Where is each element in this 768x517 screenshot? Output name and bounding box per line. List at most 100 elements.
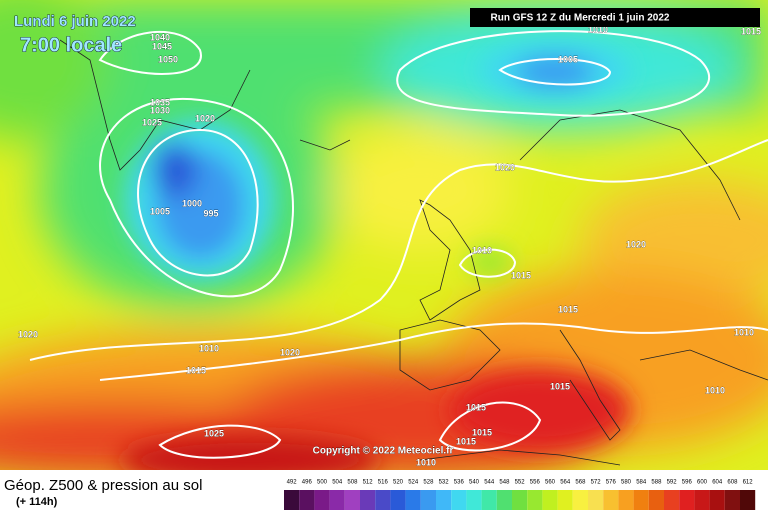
isobar-label: 1015 <box>550 381 570 391</box>
isobar-label: 1010 <box>734 327 754 337</box>
forecast-time: 7:00 locale <box>20 34 122 56</box>
isobar-label: 1050 <box>158 54 178 64</box>
scale-swatch <box>709 490 725 510</box>
scale-swatch <box>664 490 680 510</box>
scale-label: 508 <box>347 480 358 486</box>
scale-label: 608 <box>727 480 738 486</box>
scale-swatch <box>344 490 360 510</box>
isobars <box>29 30 768 459</box>
isobar-label: 1005 <box>150 206 170 216</box>
isobar-label: 1020 <box>626 239 646 249</box>
scale-swatch <box>740 490 756 510</box>
forecast-date: Lundi 6 juin 2022 <box>14 13 136 30</box>
scale-label: 528 <box>423 480 434 486</box>
scale-swatch <box>284 490 300 510</box>
field <box>0 0 768 485</box>
scale-label: 580 <box>621 480 632 486</box>
scale-label: 492 <box>287 480 298 486</box>
scale-label: 576 <box>606 480 617 486</box>
scale-swatch <box>299 490 315 510</box>
coastlines <box>59 39 768 466</box>
isobar-label: 1015 <box>511 270 531 280</box>
scale-label: 540 <box>469 480 480 486</box>
isobar-label: 1025 <box>204 428 224 438</box>
scale-label: 604 <box>712 480 723 486</box>
scale-label: 512 <box>363 480 374 486</box>
scale-swatch <box>451 490 467 510</box>
isobar-label: 1030 <box>150 105 170 115</box>
isobar-label: 1015 <box>558 304 578 314</box>
isobar-label: 995 <box>203 208 218 218</box>
scale-swatch <box>375 490 391 510</box>
scale-swatch <box>360 490 376 510</box>
scale-label: 552 <box>515 480 526 486</box>
run-info: Run GFS 12 Z du Mercredi 1 juin 2022 <box>491 13 670 24</box>
scale-label: 504 <box>332 480 343 486</box>
scale-swatch <box>314 490 330 510</box>
footer-title: Géop. Z500 & pression au sol <box>4 477 202 494</box>
scale-swatch <box>527 490 543 510</box>
color-scale: 492 496 500 504 508 512 516 520 524 528 532 536 540 5… <box>284 480 756 510</box>
scale-label: 612 <box>743 480 754 486</box>
isobar-label: 1040 <box>150 32 170 42</box>
isobar-label: 1010 <box>588 24 608 34</box>
scale-label: 592 <box>667 480 678 486</box>
scale-swatch <box>618 490 634 510</box>
scale-swatch <box>390 490 406 510</box>
scale-swatch <box>436 490 452 510</box>
scale-label: 532 <box>439 480 450 486</box>
isobar-label: 1020 <box>195 113 215 123</box>
scale-label: 544 <box>484 480 495 486</box>
scale-swatch <box>572 490 588 510</box>
scale-label: 596 <box>682 480 693 486</box>
isobar-label: 1020 <box>18 329 38 339</box>
scale-swatch <box>481 490 497 510</box>
isobar-label: 1015 <box>741 26 761 36</box>
copyright: Copyright © 2022 Meteociel.fr <box>313 446 454 457</box>
scale-label: 496 <box>302 480 313 486</box>
scale-swatch <box>648 490 664 510</box>
scale-label: 568 <box>575 480 586 486</box>
isobar-label: 1015 <box>472 427 492 437</box>
run-box <box>470 8 760 27</box>
scale-swatch <box>329 490 345 510</box>
scale-label: 524 <box>408 480 419 486</box>
scale-label: 516 <box>378 480 389 486</box>
scale-label: 536 <box>454 480 465 486</box>
lead-time: (+ 114h) <box>16 496 58 508</box>
scale-swatch <box>420 490 436 510</box>
scale-swatch <box>542 490 558 510</box>
scale-label: 556 <box>530 480 541 486</box>
isobar-label: 1020 <box>495 162 515 172</box>
isobar-label: 1010 <box>705 385 725 395</box>
scale-label: 584 <box>636 480 647 486</box>
scale-swatch <box>405 490 421 510</box>
scale-label: 564 <box>560 480 571 486</box>
scale-swatch <box>557 490 573 510</box>
isobar-label: 1010 <box>199 343 219 353</box>
isobar-label: 1025 <box>142 117 162 127</box>
isobar-label: 1015 <box>456 436 476 446</box>
scale-swatch <box>679 490 695 510</box>
scale-swatch <box>466 490 482 510</box>
scale-swatch <box>694 490 710 510</box>
scale-swatch <box>724 490 740 510</box>
scale-swatch <box>633 490 649 510</box>
scale-swatch <box>588 490 604 510</box>
header: Lundi 6 juin 2022 7:00 locale Run GFS 12… <box>14 8 760 57</box>
isobar-label: 1015 <box>466 402 486 412</box>
isobar-label: 1035 <box>150 97 170 107</box>
scale-label: 548 <box>499 480 510 486</box>
isobar-label: 1005 <box>558 54 578 64</box>
scale-swatch <box>496 490 512 510</box>
isobar-label: 1015 <box>186 365 206 375</box>
scale-swatch <box>603 490 619 510</box>
scale-swatch <box>512 490 528 510</box>
scale-label: 572 <box>591 480 602 486</box>
scale-label: 600 <box>697 480 708 486</box>
isobar-label: 1020 <box>280 347 300 357</box>
scale-label: 588 <box>651 480 662 486</box>
isobar-label: 1010 <box>416 457 436 467</box>
